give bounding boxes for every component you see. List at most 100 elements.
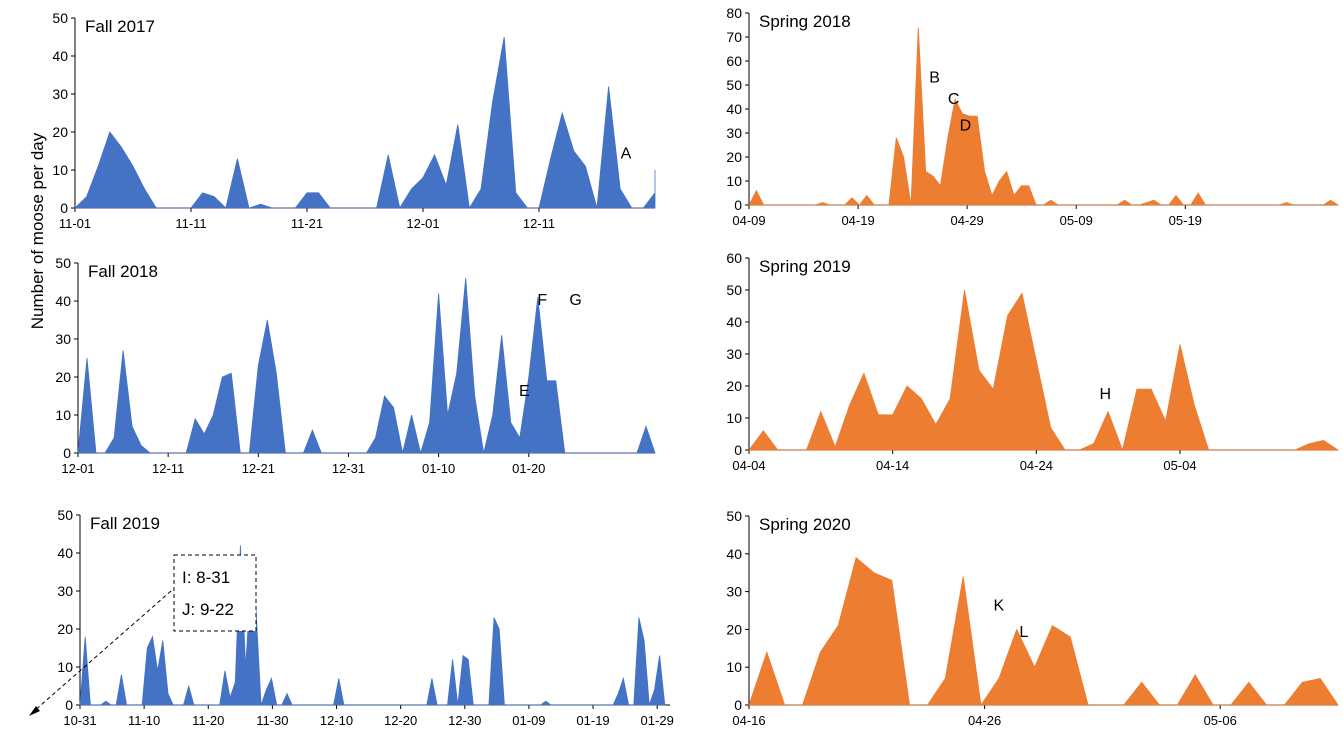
panel5-x-tick-label: 04-24 <box>1020 458 1053 473</box>
panel2-y-tick-label: 50 <box>55 255 71 271</box>
panel4-y-tick-label: 10 <box>726 173 742 189</box>
panel6-x-tick-label: 04-26 <box>968 713 1001 728</box>
panel2-annotation-G: G <box>569 292 581 309</box>
panel4-y-tick-label: 30 <box>726 125 742 141</box>
panel3-x-tick-label: 10-31 <box>63 713 96 728</box>
panel2-x-tick-label: 12-01 <box>61 461 94 476</box>
panel3-x-tick-label: 12-20 <box>384 713 417 728</box>
panel6-y-tick-label: 40 <box>726 546 742 562</box>
panel5-title: Spring 2019 <box>759 257 851 276</box>
panel1-y-tick-label: 40 <box>52 48 68 64</box>
panel4-y-tick-label: 20 <box>726 149 742 165</box>
panel3-x-tick-label: 11-10 <box>128 713 160 728</box>
panel1-y-tick-label: 20 <box>52 124 68 140</box>
panel2-x-tick-label: 12-21 <box>242 461 275 476</box>
panel1-y-tick-label: 30 <box>52 86 68 102</box>
panel3-y-tick-label: 30 <box>57 583 73 599</box>
panel3-title: Fall 2019 <box>90 514 160 533</box>
panel1-y-tick-label: 0 <box>60 200 68 216</box>
panel2-area-series <box>77 278 656 455</box>
panel3-area-series <box>79 545 666 706</box>
panel2-y-tick-label: 30 <box>55 331 71 347</box>
panel1-title: Fall 2017 <box>85 17 155 36</box>
panel2-y-tick-label: 0 <box>63 445 71 461</box>
panel4-y-tick-label: 70 <box>726 29 742 45</box>
panel5-y-tick-label: 10 <box>726 410 742 426</box>
panel2-y-tick-label: 40 <box>55 293 71 309</box>
panel6-annotation-L: L <box>1019 624 1028 641</box>
panel3-x-tick-label: 12-10 <box>320 713 353 728</box>
panel3-x-tick-label: 12-30 <box>448 713 481 728</box>
panel2-title: Fall 2018 <box>88 262 158 281</box>
panel5-y-tick-label: 60 <box>726 250 742 266</box>
panel4-annotation-B: B <box>929 70 940 87</box>
y-axis-label: Number of moose per day <box>28 132 47 330</box>
panel4-x-tick-label: 04-19 <box>841 213 874 228</box>
panel3-x-tick-label: 11-30 <box>256 713 288 728</box>
panel6-y-tick-label: 20 <box>726 621 742 637</box>
panel5-y-tick-label: 30 <box>726 346 742 362</box>
panel5-y-tick-label: 40 <box>726 314 742 330</box>
panel5-y-tick-label: 50 <box>726 282 742 298</box>
panel1-x-tick-label: 12-11 <box>523 216 555 231</box>
panel6-annotation-K: K <box>994 598 1005 615</box>
panel3-x-tick-label: 01-29 <box>641 713 674 728</box>
panel3-x-tick-label: 01-19 <box>576 713 609 728</box>
panel3-y-tick-label: 40 <box>57 545 73 561</box>
panel4-area-series <box>748 27 1340 206</box>
panel2-x-tick-label: 01-10 <box>422 461 455 476</box>
panel2-annotation-E: E <box>519 383 530 400</box>
panel6-y-tick-label: 0 <box>734 697 742 713</box>
panel3-callout-line-1: I: 8-31 <box>182 568 230 587</box>
panel1-x-tick-label: 11-11 <box>175 216 206 231</box>
panel4-x-tick-label: 05-19 <box>1169 213 1202 228</box>
panel3-callout-arrowhead <box>29 706 40 716</box>
panel4-y-tick-label: 0 <box>734 197 742 213</box>
panel5-annotation-H: H <box>1099 386 1111 403</box>
panel3-callout-arrow <box>32 590 172 713</box>
panel6-y-tick-label: 10 <box>726 659 742 675</box>
panel2-x-tick-label: 12-11 <box>152 461 184 476</box>
panel3-y-tick-label: 50 <box>57 507 73 523</box>
panel5-y-tick-label: 0 <box>734 442 742 458</box>
panel4-x-tick-label: 05-09 <box>1060 213 1093 228</box>
panel4-y-tick-label: 50 <box>726 77 742 93</box>
panel4-x-tick-label: 04-29 <box>951 213 984 228</box>
panel6-y-tick-label: 30 <box>726 584 742 600</box>
panel3-y-tick-label: 10 <box>57 659 73 675</box>
panel2-x-tick-label: 12-31 <box>332 461 365 476</box>
panel4-annotation-C: C <box>948 91 960 108</box>
panel1-annotation-A: A <box>621 146 632 163</box>
panel1-x-tick-label: 12-01 <box>406 216 439 231</box>
panel6-x-tick-label: 05-06 <box>1204 713 1237 728</box>
panel6-area-series <box>748 556 1339 707</box>
panel4-x-tick-label: 04-09 <box>732 213 765 228</box>
panel4-annotation-D: D <box>960 118 972 135</box>
panel2-y-tick-label: 10 <box>55 407 71 423</box>
panel3-y-tick-label: 20 <box>57 621 73 637</box>
panel5-y-tick-label: 20 <box>726 378 742 394</box>
panel2-annotation-F: F <box>537 292 547 309</box>
panel6-x-tick-label: 04-16 <box>732 713 765 728</box>
panel5-x-tick-label: 05-04 <box>1163 458 1196 473</box>
panel4-y-tick-label: 80 <box>726 5 742 21</box>
panel1-y-tick-label: 50 <box>52 10 68 26</box>
panel1-y-tick-label: 10 <box>52 162 68 178</box>
panel3-y-tick-label: 0 <box>65 697 73 713</box>
panel4-y-tick-label: 60 <box>726 53 742 69</box>
panel4-y-tick-label: 40 <box>726 101 742 117</box>
panel3-x-tick-label: 01-09 <box>512 713 545 728</box>
panel2-y-tick-label: 20 <box>55 369 71 385</box>
panel1-x-tick-label: 11-21 <box>291 216 323 231</box>
panel6-title: Spring 2020 <box>759 515 851 534</box>
panel3-callout-line-2: J: 9-22 <box>182 600 234 619</box>
panel5-x-tick-label: 04-04 <box>732 458 765 473</box>
panel2-x-tick-label: 01-20 <box>512 461 545 476</box>
panel5-area-series <box>748 289 1340 452</box>
panel4-title: Spring 2018 <box>759 12 851 31</box>
panel6-y-tick-label: 50 <box>726 508 742 524</box>
panel1-x-tick-label: 11-01 <box>59 216 91 231</box>
panel1-area-series <box>74 36 656 210</box>
